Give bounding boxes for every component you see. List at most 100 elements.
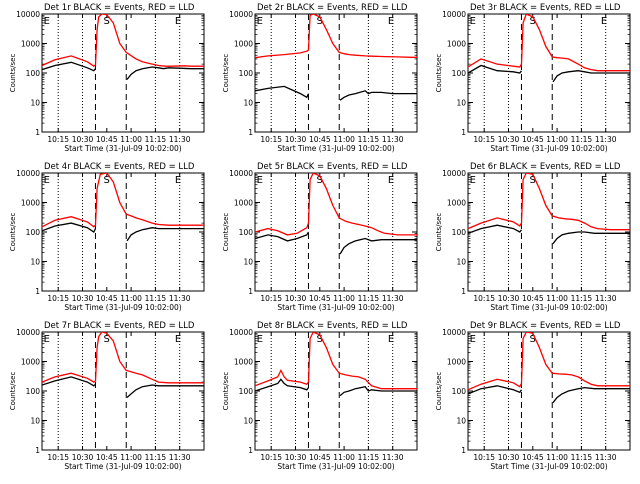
x-tick-label: 11:00 bbox=[333, 294, 355, 303]
series-line-lld bbox=[255, 14, 417, 59]
y-tick-label: 1 bbox=[248, 446, 253, 455]
x-tick-label: 10:45 bbox=[96, 453, 118, 462]
x-tick-label: 10:15 bbox=[260, 294, 282, 303]
x-tick-label: 10:15 bbox=[260, 453, 282, 462]
time-marker-e: E bbox=[388, 16, 394, 27]
x-tick-label: 10:30 bbox=[285, 453, 307, 462]
y-tick-label: 10000 bbox=[442, 169, 466, 178]
time-marker-e: E bbox=[388, 334, 394, 345]
time-marker-s: S bbox=[530, 16, 536, 27]
x-tick-label: 11:00 bbox=[333, 453, 355, 462]
series-line-lld bbox=[255, 173, 417, 236]
time-marker-e: E bbox=[175, 175, 181, 186]
y-tick-label: 10 bbox=[456, 417, 466, 426]
x-tick-label: 11:15 bbox=[145, 294, 167, 303]
x-tick-label: 11:15 bbox=[571, 453, 593, 462]
time-marker-e: E bbox=[44, 16, 50, 27]
y-tick-label: 10 bbox=[30, 258, 40, 267]
y-tick-label: 10000 bbox=[16, 10, 40, 19]
x-tick-label: 11:30 bbox=[595, 453, 617, 462]
x-tick-label: 10:15 bbox=[473, 453, 495, 462]
y-tick-label: 10 bbox=[456, 99, 466, 108]
y-tick-label: 10000 bbox=[229, 169, 253, 178]
panel-title: Det 4r BLACK = Events, RED = LLD bbox=[44, 162, 195, 172]
y-axis-label: Counts/sec bbox=[435, 372, 443, 411]
panel-det-4: Det 4r BLACK = Events, RED = LLD 1 10 100 10… bbox=[9, 162, 205, 312]
panel-title: Det 3r BLACK = Events, RED = LLD bbox=[470, 3, 621, 13]
y-tick-label: 1 bbox=[461, 128, 466, 137]
panel-det-8: Det 8r BLACK = Events, RED = LLD 1 10 100 10… bbox=[222, 321, 418, 471]
time-marker-e: E bbox=[601, 16, 607, 27]
y-tick-label: 1000 bbox=[234, 358, 253, 367]
x-tick-label: 11:30 bbox=[169, 453, 191, 462]
x-axis-label: Start Time (31-Jul-09 10:02:00) bbox=[490, 462, 607, 471]
panel-title: Det 7r BLACK = Events, RED = LLD bbox=[44, 321, 195, 331]
time-marker-s: S bbox=[104, 334, 110, 345]
series-line-events bbox=[255, 85, 417, 101]
y-axis-label: Counts/sec bbox=[435, 54, 443, 93]
time-marker-e: E bbox=[470, 175, 476, 186]
y-tick-label: 1 bbox=[35, 287, 40, 296]
series-line-events bbox=[468, 64, 630, 83]
x-tick-label: 11:30 bbox=[169, 294, 191, 303]
x-tick-label: 10:45 bbox=[96, 135, 118, 144]
x-tick-label: 10:45 bbox=[522, 453, 544, 462]
y-tick-label: 1 bbox=[35, 446, 40, 455]
x-axis-label: Start Time (31-Jul-09 10:02:00) bbox=[64, 303, 181, 312]
y-tick-label: 1000 bbox=[447, 199, 466, 208]
series-line-events bbox=[468, 385, 630, 404]
plot-frame bbox=[41, 13, 205, 133]
y-tick-label: 100 bbox=[239, 228, 254, 237]
time-marker-s: S bbox=[317, 334, 323, 345]
y-tick-label: 1 bbox=[461, 287, 466, 296]
x-tick-label: 11:00 bbox=[120, 135, 142, 144]
plot-frame bbox=[41, 172, 205, 292]
y-tick-label: 1000 bbox=[21, 358, 40, 367]
x-tick-label: 10:30 bbox=[285, 294, 307, 303]
plot-frame bbox=[467, 331, 631, 451]
time-marker-e: E bbox=[44, 175, 50, 186]
y-axis-label: Counts/sec bbox=[9, 54, 17, 93]
y-tick-label: 100 bbox=[452, 69, 467, 78]
panel-det-5: Det 5r BLACK = Events, RED = LLD 1 10 100 10… bbox=[222, 162, 418, 312]
x-axis-label: Start Time (31-Jul-09 10:02:00) bbox=[64, 462, 181, 471]
time-marker-s: S bbox=[530, 175, 536, 186]
time-marker-s: S bbox=[104, 175, 110, 186]
x-tick-label: 10:45 bbox=[522, 294, 544, 303]
x-tick-label: 10:45 bbox=[96, 294, 118, 303]
x-tick-label: 11:00 bbox=[120, 294, 142, 303]
plot-frame bbox=[41, 331, 205, 451]
panel-det-9: Det 9r BLACK = Events, RED = LLD 1 10 100 10… bbox=[435, 321, 631, 471]
y-tick-label: 100 bbox=[26, 387, 41, 396]
series-line-lld bbox=[42, 14, 204, 68]
panel-det-1: Det 1r BLACK = Events, RED = LLD 1 10 100 10… bbox=[9, 3, 205, 153]
series-line-lld bbox=[42, 332, 204, 384]
y-tick-label: 10 bbox=[243, 99, 253, 108]
time-marker-e: E bbox=[470, 16, 476, 27]
x-axis-label: Start Time (31-Jul-09 10:02:00) bbox=[277, 462, 394, 471]
y-tick-label: 10000 bbox=[442, 10, 466, 19]
x-tick-label: 10:30 bbox=[498, 294, 520, 303]
y-tick-label: 10 bbox=[243, 417, 253, 426]
y-tick-label: 10000 bbox=[229, 10, 253, 19]
panel-det-3: Det 3r BLACK = Events, RED = LLD 1 10 100 10… bbox=[435, 3, 631, 153]
series-line-events bbox=[42, 222, 204, 242]
y-tick-label: 10 bbox=[30, 99, 40, 108]
time-marker-e: E bbox=[601, 175, 607, 186]
x-tick-label: 11:30 bbox=[382, 453, 404, 462]
series-line-lld bbox=[468, 332, 630, 391]
y-tick-label: 10000 bbox=[229, 328, 253, 337]
x-tick-label: 10:15 bbox=[47, 135, 69, 144]
y-tick-label: 1000 bbox=[234, 40, 253, 49]
panel-title: Det 1r BLACK = Events, RED = LLD bbox=[44, 3, 195, 13]
time-marker-e: E bbox=[257, 16, 263, 27]
panel-title: Det 9r BLACK = Events, RED = LLD bbox=[470, 321, 621, 331]
series-line-lld bbox=[468, 173, 630, 231]
y-tick-label: 1 bbox=[461, 446, 466, 455]
x-axis-label: Start Time (31-Jul-09 10:02:00) bbox=[490, 144, 607, 153]
y-axis-label: Counts/sec bbox=[9, 372, 17, 411]
y-tick-label: 1000 bbox=[21, 199, 40, 208]
y-tick-label: 100 bbox=[26, 69, 41, 78]
x-tick-label: 10:15 bbox=[473, 294, 495, 303]
x-tick-label: 10:30 bbox=[498, 135, 520, 144]
